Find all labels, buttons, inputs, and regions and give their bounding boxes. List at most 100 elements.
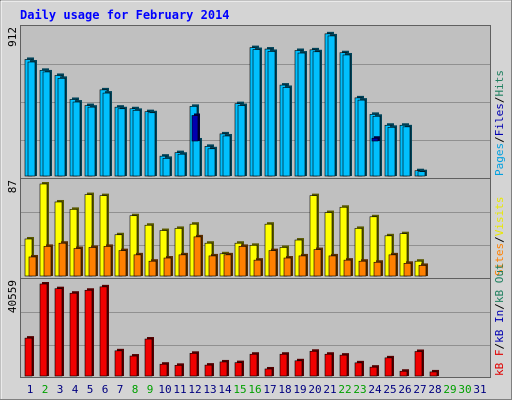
bars	[24, 31, 439, 377]
bar-files-day-24	[372, 115, 381, 177]
bar-visits-day-2	[39, 183, 48, 277]
bar-sites-day-25	[388, 254, 397, 277]
bar-kbytes-day-5	[84, 289, 93, 377]
bar-visits-day-20	[309, 195, 318, 277]
bar-visits-day-3	[54, 201, 63, 277]
bar-files-day-9	[147, 112, 156, 177]
bar-sites-day-7	[118, 250, 127, 277]
bar-files-day-14	[222, 135, 231, 177]
x-tick-label-day-8: 8	[132, 383, 139, 396]
bar-visits-day-4	[69, 209, 78, 277]
bar-files-day-8	[132, 110, 141, 177]
bar-kbytes-day-12	[189, 353, 198, 377]
bar-files-day-20	[312, 51, 321, 177]
bar-sites-day-21	[328, 255, 337, 277]
x-tick-label-day-5: 5	[87, 383, 94, 396]
bar-visits-day-24	[369, 216, 378, 277]
bar-sites-day-8	[133, 254, 142, 277]
bar-kbytes-day-18	[279, 353, 288, 377]
bar-kbytes-day-11	[174, 365, 183, 377]
bar-kbytes-day-15	[234, 362, 243, 377]
bar-files-day-13	[207, 148, 216, 177]
bar-files-day-25	[387, 127, 396, 177]
bar-visits-day-22	[339, 206, 348, 277]
bar-kbytes-day-25	[384, 357, 393, 377]
bar-files-day-6	[102, 92, 111, 177]
bar-sites-day-20	[313, 249, 322, 277]
bar-files-day-19	[297, 52, 306, 177]
bar-files-day-11	[177, 153, 186, 177]
bar-visits-day-6	[99, 195, 108, 277]
legend-panel2: Sites/Visits	[493, 197, 506, 277]
x-tick-label-day-22: 22	[338, 383, 351, 396]
legend-files: Files	[493, 103, 506, 136]
bar-files-day-27	[417, 171, 426, 177]
legend-pages: Pages	[493, 143, 506, 176]
bar-files-day-1	[27, 61, 36, 177]
x-tick-label-day-9: 9	[147, 383, 154, 396]
bar-files-day-17	[267, 51, 276, 177]
bar-kbytes-day-27	[414, 351, 423, 377]
legend-separator: /	[493, 97, 506, 104]
x-tick-label-day-16: 16	[248, 383, 261, 396]
x-tick-label-day-15: 15	[233, 383, 246, 396]
bar-visits-day-10	[159, 230, 168, 277]
bar-files-day-5	[87, 106, 96, 177]
bar-kbytes-day-8	[129, 355, 138, 377]
x-tick-label-day-6: 6	[102, 383, 109, 396]
x-tick-label-day-3: 3	[57, 383, 64, 396]
bar-visits-day-9	[144, 224, 153, 277]
x-tick-label-day-30: 30	[458, 383, 471, 396]
bar-sites-day-24	[373, 261, 382, 277]
bar-files-day-15	[237, 105, 246, 177]
x-tick-label-day-18: 18	[278, 383, 291, 396]
bar-kbytes-day-19	[294, 360, 303, 377]
legend-kbout: kB Out	[493, 263, 506, 303]
legend-separator: /	[493, 136, 506, 143]
x-tick-label-day-25: 25	[383, 383, 396, 396]
bar-files-day-18	[282, 87, 291, 177]
bar-visits-day-5	[84, 194, 93, 277]
x-tick-label-day-14: 14	[218, 383, 232, 396]
y-max-label-visits: 87	[6, 180, 19, 193]
bar-kbytes-day-22	[339, 354, 348, 377]
bar-kbytes-day-10	[159, 363, 168, 377]
bar-sites-day-13	[208, 255, 217, 277]
legend-panel3: kB F/kB In/kB Out	[493, 263, 506, 376]
bar-pages-day-12	[191, 115, 199, 142]
bar-files-day-2	[42, 71, 51, 177]
x-tick-label-day-20: 20	[308, 383, 321, 396]
bar-visits-day-21	[324, 212, 333, 277]
bar-kbytes-day-26	[399, 370, 408, 377]
x-tick-label-day-31: 31	[473, 383, 486, 396]
bar-sites-day-10	[163, 257, 172, 277]
bar-visits-day-8	[129, 215, 138, 277]
bar-kbytes-day-23	[354, 362, 363, 377]
bar-sites-day-6	[103, 246, 112, 277]
bar-sites-day-2	[43, 246, 52, 277]
x-tick-label-day-1: 1	[27, 383, 34, 396]
bar-sites-day-19	[298, 255, 307, 277]
x-tick-label-day-27: 27	[413, 383, 426, 396]
legend-visits: Visits	[493, 197, 506, 237]
bar-sites-day-22	[343, 259, 352, 277]
bar-sites-day-3	[58, 242, 67, 277]
legend-separator: /	[493, 343, 506, 350]
bar-sites-day-11	[178, 254, 187, 277]
x-tick-label-day-7: 7	[117, 383, 124, 396]
bar-sites-day-16	[253, 259, 262, 277]
bar-sites-day-18	[283, 257, 292, 277]
bar-sites-day-12	[193, 236, 202, 277]
bar-kbytes-day-7	[114, 350, 123, 377]
x-tick-label-day-28: 28	[428, 383, 441, 396]
chart-title: Daily usage for February 2014	[20, 8, 230, 22]
legend-hits: Hits	[493, 70, 506, 97]
bar-kbytes-day-28	[429, 371, 438, 377]
x-tick-label-day-21: 21	[323, 383, 336, 396]
x-axis-labels: 1 2 3 4 5 6 7 8 9 10 11 12 13 14 15 16 17 18 19 20 21 22 23 24 2…	[27, 383, 487, 396]
bar-files-day-26	[402, 126, 411, 177]
x-tick-label-day-2: 2	[42, 383, 49, 396]
y-max-label-hits: 912	[6, 27, 19, 47]
bar-sites-day-15	[238, 246, 247, 277]
